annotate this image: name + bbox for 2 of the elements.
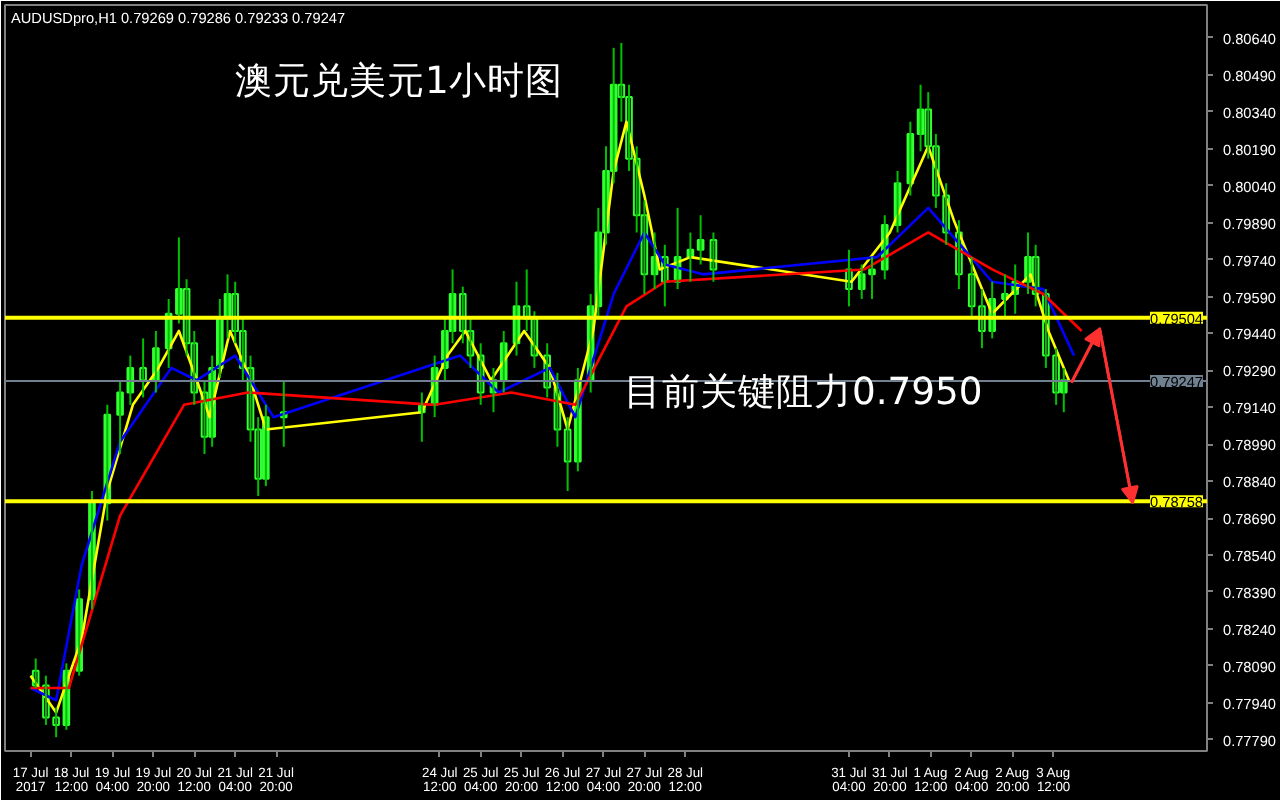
annotation: 目前关键阻力0.7950 [623, 372, 983, 415]
text: 澳元兑美元1小时图 [235, 59, 563, 103]
